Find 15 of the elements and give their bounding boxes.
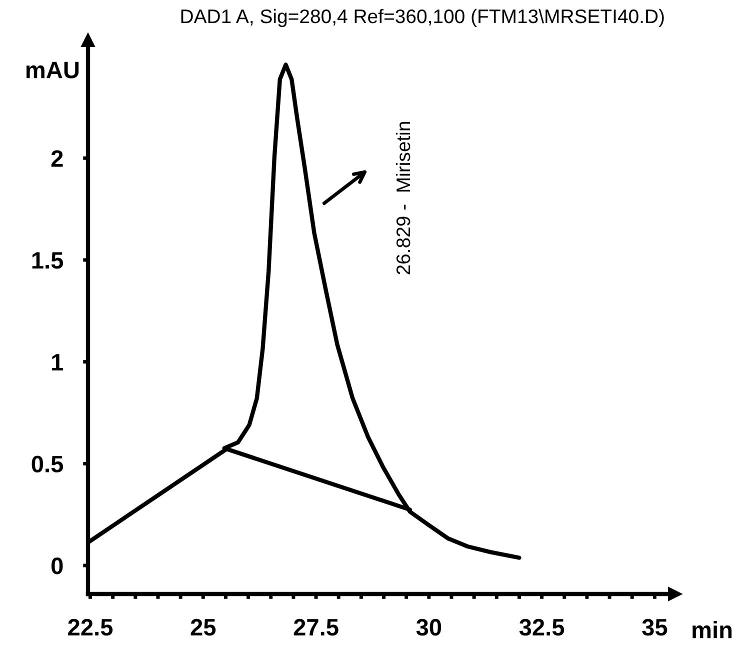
- y-axis-title: mAU: [26, 62, 79, 78]
- y-tick-label: 0: [52, 558, 63, 574]
- x-tick-label: 35: [642, 618, 668, 636]
- x-tick-label: 32.5: [519, 618, 564, 636]
- x-tick-label: 22.5: [68, 618, 113, 636]
- x-tick-label: 30: [416, 618, 442, 636]
- y-tick-label: 2: [51, 150, 63, 167]
- x-tick-label: 25: [190, 618, 216, 636]
- annotation: 26.829 - Mirisetin: [396, 122, 410, 274]
- chart-title: DAD1 A, Sig=280,4 Ref=360,100 (FTM13\MRSETI40.D): [181, 8, 664, 28]
- x-tick-label: 27.5: [294, 618, 338, 636]
- y-tick-label: 1.5: [32, 252, 64, 269]
- y-tick-label: 0.5: [32, 456, 64, 472]
- x-axis-title: min: [692, 620, 732, 638]
- y-tick-label: 1: [52, 354, 64, 370]
